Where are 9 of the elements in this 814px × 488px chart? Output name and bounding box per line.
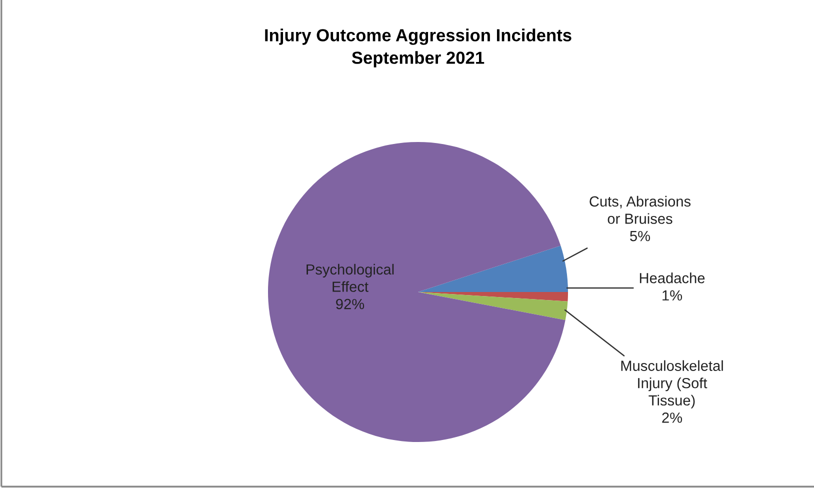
chart-title: Injury Outcome Aggression Incidents September 2021 xyxy=(265,28,572,68)
data-label: 5% xyxy=(630,230,650,242)
data-label: 1% xyxy=(662,290,682,301)
data-label: 92% xyxy=(336,298,364,310)
data-label: 2% xyxy=(662,412,682,423)
slice-label: Cuts, Abrasions or Bruises xyxy=(590,196,691,224)
slice-label: Musculoskeletal Injury (Soft Tissue) xyxy=(621,360,723,408)
slice-label: Psychological Effect xyxy=(306,264,394,292)
slice-label: Headache xyxy=(640,272,705,284)
